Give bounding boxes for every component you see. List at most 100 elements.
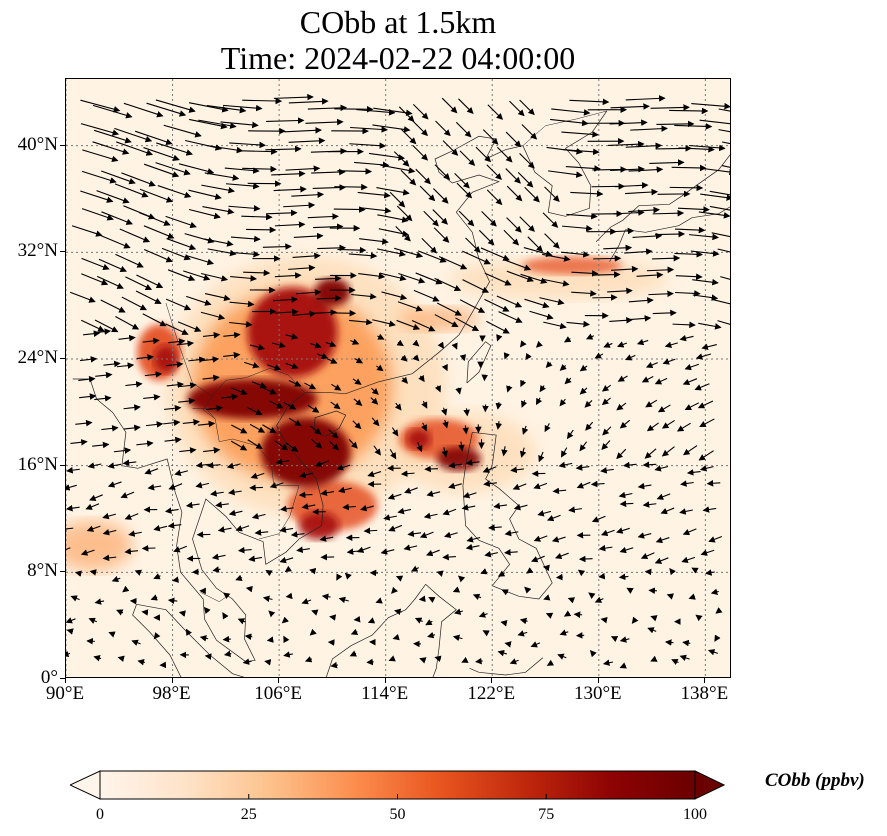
wind-arrow <box>166 381 185 389</box>
wind-arrow <box>579 387 588 395</box>
wind-arrow <box>333 206 366 213</box>
wind-arrow <box>223 650 232 657</box>
wind-arrow <box>428 597 436 603</box>
wind-arrow <box>451 342 458 350</box>
wind-arrow <box>122 585 130 593</box>
gridline-layer <box>66 79 730 677</box>
wind-arrow <box>231 424 248 434</box>
wind-arrow <box>202 374 220 382</box>
wind-arrow <box>441 363 448 372</box>
wind-arrow <box>619 636 630 643</box>
wind-arrow <box>66 617 76 624</box>
wind-arrow <box>251 381 267 389</box>
wind-arrow <box>205 405 224 412</box>
colorbar-tick-label: 25 <box>240 806 257 823</box>
wind-arrow <box>265 570 273 577</box>
wind-arrow <box>394 608 402 616</box>
wind-arrow <box>268 610 276 618</box>
wind-arrow <box>262 387 277 395</box>
wind-arrow <box>697 400 714 409</box>
wind-arrow <box>702 506 717 513</box>
wind-arrow <box>188 208 221 220</box>
wind-arrow <box>496 295 523 308</box>
wind-arrow <box>336 464 351 471</box>
wind-arrow <box>684 363 700 371</box>
wind-arrow <box>81 208 114 221</box>
wind-arrow <box>614 182 649 189</box>
wind-arrow <box>694 383 710 391</box>
wind-arrow <box>348 252 378 259</box>
wind-arrow <box>295 289 322 296</box>
wind-arrow <box>531 555 545 563</box>
wind-arrow <box>312 309 338 316</box>
wind-arrow <box>66 484 77 491</box>
colorbar <box>70 770 725 800</box>
wind-arrow <box>204 292 231 302</box>
wind-arrow <box>338 486 352 494</box>
wind-arrow <box>222 635 231 643</box>
wind-arrow <box>407 530 422 538</box>
wind-arrow <box>650 104 690 111</box>
wind-arrow <box>114 183 149 198</box>
wind-arrow <box>125 381 143 388</box>
wind-arrow <box>652 254 681 262</box>
wind-arrow <box>432 209 448 225</box>
wind-arrow <box>309 628 317 636</box>
wind-arrow <box>504 529 519 537</box>
wind-arrow <box>251 513 266 520</box>
lon-tick-label: 90°E <box>45 683 85 704</box>
wind-arrow <box>250 472 265 479</box>
wind-arrow <box>350 628 359 635</box>
wind-arrow <box>457 575 466 583</box>
wind-arrow <box>654 377 668 385</box>
wind-arrow <box>675 273 703 280</box>
wind-arrow <box>708 536 723 543</box>
wind-arrow <box>506 217 522 233</box>
wind-arrow <box>535 397 543 406</box>
wind-arrow <box>200 272 229 282</box>
wind-arrow <box>400 128 417 145</box>
wind-arrow <box>682 639 691 647</box>
wind-arrow <box>167 522 182 529</box>
wind-arrow <box>94 395 112 402</box>
wind-arrow <box>391 427 399 437</box>
wind-arrow <box>592 294 618 301</box>
wind-arrow <box>462 279 490 293</box>
wind-arrow <box>666 593 675 600</box>
wind-arrow <box>94 598 105 605</box>
wind-arrow <box>557 653 567 660</box>
wind-arrow <box>139 212 171 226</box>
wind-arrow <box>298 491 313 499</box>
wind-arrow <box>519 216 535 232</box>
wind-arrow <box>678 146 715 153</box>
wind-arrow <box>691 567 699 574</box>
wind-arrow <box>203 238 234 247</box>
wind-arrow <box>230 440 248 451</box>
wind-arrow <box>504 641 512 648</box>
wind-arrow <box>161 247 191 261</box>
wind-arrow <box>436 570 444 577</box>
wind-arrow <box>434 314 459 328</box>
wind-arrow <box>215 501 229 509</box>
wind-arrow <box>527 236 544 252</box>
wind-arrow <box>433 188 449 204</box>
wind-arrow <box>285 362 299 369</box>
wind-arrow <box>66 466 80 474</box>
wind-arrow <box>707 649 719 656</box>
wind-arrow <box>311 168 346 176</box>
wind-arrow <box>266 117 305 124</box>
wind-arrow <box>274 272 302 279</box>
wind-arrow <box>177 321 202 332</box>
wind-arrow <box>389 191 406 208</box>
wind-arrow <box>649 159 685 166</box>
wind-arrow <box>701 343 717 351</box>
wind-arrow <box>70 439 88 446</box>
wind-arrow <box>125 276 153 290</box>
wind-arrow <box>230 275 258 282</box>
wind-arrow <box>285 442 299 453</box>
wind-arrow <box>121 172 156 187</box>
wind-arrow <box>544 186 560 203</box>
wind-arrow <box>509 658 519 665</box>
wind-arrow <box>486 189 503 206</box>
wind-arrow <box>452 634 463 642</box>
